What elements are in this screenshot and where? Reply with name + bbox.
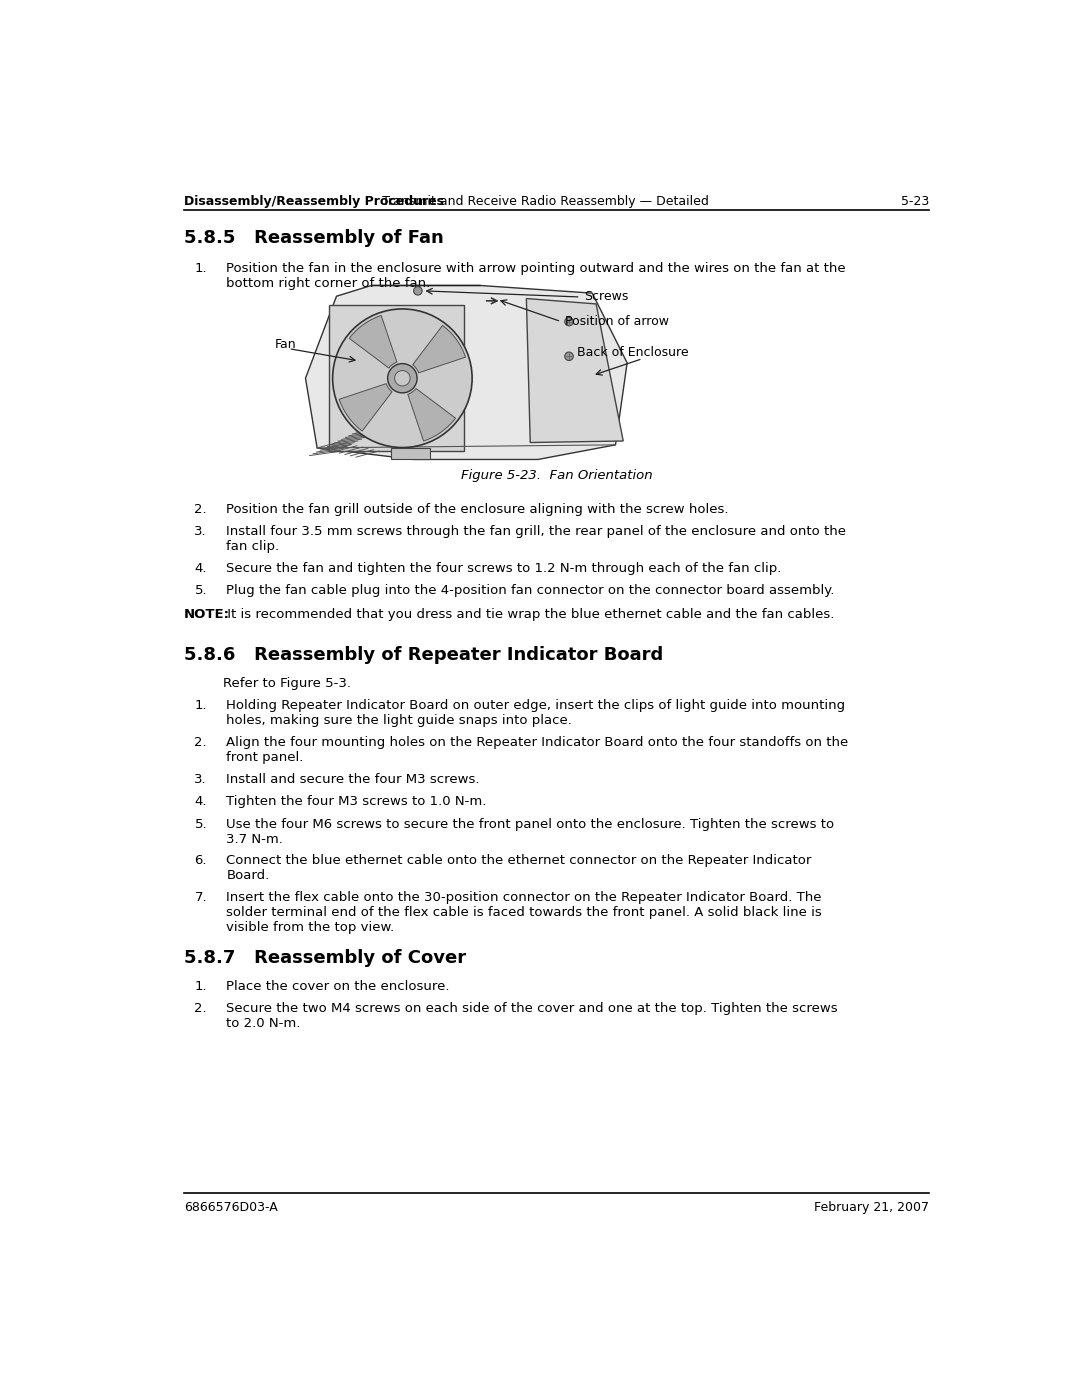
- Text: 4.: 4.: [194, 795, 207, 809]
- Text: 5-23: 5-23: [901, 194, 930, 208]
- Text: Figure 5-23.  Fan Orientation: Figure 5-23. Fan Orientation: [461, 469, 652, 482]
- Text: 2.: 2.: [194, 503, 207, 515]
- Text: Use the four M6 screws to secure the front panel onto the enclosure. Tighten the: Use the four M6 screws to secure the fro…: [227, 817, 835, 845]
- Text: Install four 3.5 mm screws through the fan grill, the rear panel of the enclosur: Install four 3.5 mm screws through the f…: [227, 525, 847, 553]
- Circle shape: [565, 352, 573, 360]
- Polygon shape: [339, 384, 392, 432]
- Polygon shape: [408, 388, 456, 441]
- Text: 5.: 5.: [194, 817, 207, 831]
- Text: Position of arrow: Position of arrow: [565, 316, 670, 328]
- Text: 5.8.7   Reassembly of Cover: 5.8.7 Reassembly of Cover: [184, 949, 465, 967]
- Text: 2.: 2.: [194, 736, 207, 749]
- Polygon shape: [349, 316, 397, 367]
- Text: 6866576D03-A: 6866576D03-A: [184, 1201, 278, 1214]
- Polygon shape: [391, 448, 430, 458]
- Text: Secure the fan and tighten the four screws to 1.2 N-m through each of the fan cl: Secure the fan and tighten the four scre…: [227, 562, 782, 576]
- Text: 3.: 3.: [194, 773, 207, 787]
- Circle shape: [388, 363, 417, 393]
- Text: Align the four mounting holes on the Repeater Indicator Board onto the four stan: Align the four mounting holes on the Rep…: [227, 736, 849, 764]
- Text: Tighten the four M3 screws to 1.0 N-m.: Tighten the four M3 screws to 1.0 N-m.: [227, 795, 487, 809]
- Text: Place the cover on the enclosure.: Place the cover on the enclosure.: [227, 979, 450, 993]
- Text: Connect the blue ethernet cable onto the ethernet connector on the Repeater Indi: Connect the blue ethernet cable onto the…: [227, 855, 812, 883]
- Circle shape: [333, 309, 472, 447]
- Text: 1.: 1.: [194, 698, 207, 712]
- Text: Plug the fan cable plug into the 4-position fan connector on the connector board: Plug the fan cable plug into the 4-posit…: [227, 584, 835, 597]
- Text: 1.: 1.: [194, 979, 207, 993]
- Text: 2.: 2.: [194, 1002, 207, 1016]
- Text: Refer to Figure 5-3.: Refer to Figure 5-3.: [222, 676, 351, 690]
- Text: Secure the two M4 screws on each side of the cover and one at the top. Tighten t: Secure the two M4 screws on each side of…: [227, 1002, 838, 1031]
- Text: It is recommended that you dress and tie wrap the blue ethernet cable and the fa: It is recommended that you dress and tie…: [222, 608, 834, 622]
- Text: Fan: Fan: [274, 338, 296, 351]
- Circle shape: [565, 317, 573, 326]
- Text: February 21, 2007: February 21, 2007: [814, 1201, 930, 1214]
- Text: Install and secure the four M3 screws.: Install and secure the four M3 screws.: [227, 773, 480, 787]
- Polygon shape: [328, 305, 464, 451]
- Text: Screws: Screws: [584, 291, 629, 303]
- Text: 5.8.5   Reassembly of Fan: 5.8.5 Reassembly of Fan: [184, 229, 444, 247]
- Text: Back of Enclosure: Back of Enclosure: [577, 346, 688, 359]
- Text: 5.8.6   Reassembly of Repeater Indicator Board: 5.8.6 Reassembly of Repeater Indicator B…: [184, 645, 663, 664]
- Text: : Transmit and Receive Radio Reassembly — Detailed: : Transmit and Receive Radio Reassembly …: [374, 194, 708, 208]
- Circle shape: [394, 370, 410, 386]
- Text: Holding Repeater Indicator Board on outer edge, insert the clips of light guide : Holding Repeater Indicator Board on oute…: [227, 698, 846, 726]
- Text: 4.: 4.: [194, 562, 207, 576]
- Text: 3.: 3.: [194, 525, 207, 538]
- Circle shape: [414, 286, 422, 295]
- Text: Position the fan grill outside of the enclosure aligning with the screw holes.: Position the fan grill outside of the en…: [227, 503, 729, 515]
- Text: Disassembly/Reassembly Procedures: Disassembly/Reassembly Procedures: [184, 194, 444, 208]
- Text: 6.: 6.: [194, 855, 207, 868]
- Text: Insert the flex cable onto the 30-position connector on the Repeater Indicator B: Insert the flex cable onto the 30-positi…: [227, 891, 822, 935]
- Text: NOTE:: NOTE:: [184, 608, 230, 622]
- Text: Position the fan in the enclosure with arrow pointing outward and the wires on t: Position the fan in the enclosure with a…: [227, 261, 846, 289]
- Polygon shape: [306, 285, 627, 460]
- Polygon shape: [526, 299, 623, 443]
- Text: 1.: 1.: [194, 261, 207, 275]
- Text: 5.: 5.: [194, 584, 207, 597]
- Text: 7.: 7.: [194, 891, 207, 904]
- Polygon shape: [413, 326, 465, 373]
